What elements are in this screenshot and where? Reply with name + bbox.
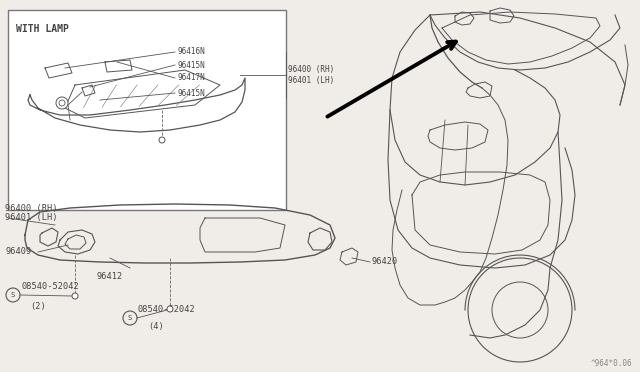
Text: (4): (4) <box>148 322 164 331</box>
Bar <box>8 10 286 210</box>
Text: 08540-52042: 08540-52042 <box>22 282 80 291</box>
Text: 96415N: 96415N <box>177 61 205 70</box>
Circle shape <box>167 306 173 312</box>
Text: (2): (2) <box>30 302 45 311</box>
Circle shape <box>72 293 78 299</box>
Text: 96401 (LH): 96401 (LH) <box>5 213 58 222</box>
Text: ^964*0.06: ^964*0.06 <box>590 359 632 368</box>
Text: WITH LAMP: WITH LAMP <box>16 24 69 34</box>
Circle shape <box>56 97 68 109</box>
Text: 96400 (RH): 96400 (RH) <box>5 204 58 213</box>
Text: 96400 (RH)
96401 (LH): 96400 (RH) 96401 (LH) <box>288 65 334 86</box>
Text: S: S <box>128 315 132 321</box>
Circle shape <box>159 137 165 143</box>
Text: 96417N: 96417N <box>177 74 205 83</box>
Text: 96409: 96409 <box>5 247 31 257</box>
Text: 96412: 96412 <box>97 272 123 281</box>
Text: 96416N: 96416N <box>177 48 205 57</box>
Text: 08540-52042: 08540-52042 <box>138 305 196 314</box>
Text: 96420: 96420 <box>372 257 398 266</box>
Text: 96415N: 96415N <box>177 89 205 97</box>
Text: S: S <box>11 292 15 298</box>
Circle shape <box>59 100 65 106</box>
